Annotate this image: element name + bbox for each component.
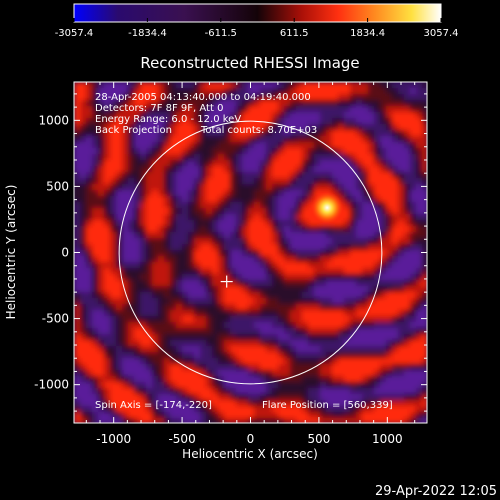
- colorbar-tick-label: -611.5: [205, 28, 237, 39]
- x-tick-label: 0: [247, 432, 255, 446]
- colorbar-tick-label: 611.5: [280, 28, 309, 39]
- plot-title: Reconstructed RHESSI Image: [140, 54, 359, 72]
- x-axis-label: Heliocentric X (arcsec): [182, 447, 318, 461]
- timestamp: 29-Apr-2022 12:05: [375, 484, 497, 499]
- info-line-energy: Energy Range: 6.0 - 12.0 keV: [95, 114, 241, 125]
- info-line-time: 28-Apr-2005 04:13:40.000 to 04:19:40.000: [95, 92, 311, 103]
- flare-source: [311, 191, 344, 224]
- solar-disk-outline: [118, 120, 383, 385]
- colorbar-tick-label: 1834.4: [350, 28, 385, 39]
- y-tick-label: 500: [46, 179, 69, 193]
- y-tick-label: -1000: [34, 378, 69, 392]
- x-tick-label: 1000: [372, 432, 403, 446]
- x-tick-label: 500: [307, 432, 330, 446]
- colorbar-ticks: -3057.4 -1834.4 -611.5 611.5 1834.4 3057.4: [55, 18, 459, 39]
- colorbar-tick-label: 3057.4: [424, 28, 459, 39]
- colorbar-tick-label: -1834.4: [128, 28, 167, 39]
- colorbar-tick-label: -3057.4: [55, 28, 94, 39]
- x-tick-label: -1000: [96, 432, 131, 446]
- spin-axis-label: Spin Axis = [-174,-220]: [95, 400, 212, 411]
- y-axis-label: Heliocentric Y (arcsec): [4, 185, 18, 320]
- flare-position-label: Flare Position = [560,339]: [262, 400, 393, 411]
- info-line-counts: Total counts: 8.70E+03: [200, 125, 317, 136]
- intensity-map: [74, 82, 427, 423]
- spin-axis-marker: [220, 275, 233, 288]
- x-tick-label: -500: [168, 432, 195, 446]
- info-line-method: Back Projection: [95, 125, 172, 136]
- colorbar: [73, 3, 442, 23]
- y-tick-label: 1000: [38, 113, 69, 127]
- axes: -1000 -500 0 500 1000 1000 500 0 -500 -1000: [34, 82, 427, 446]
- y-tick-label: -500: [42, 312, 69, 326]
- y-tick-label: 0: [61, 246, 69, 260]
- info-line-detectors: Detectors: 7F 8F 9F, Att 0: [95, 103, 223, 114]
